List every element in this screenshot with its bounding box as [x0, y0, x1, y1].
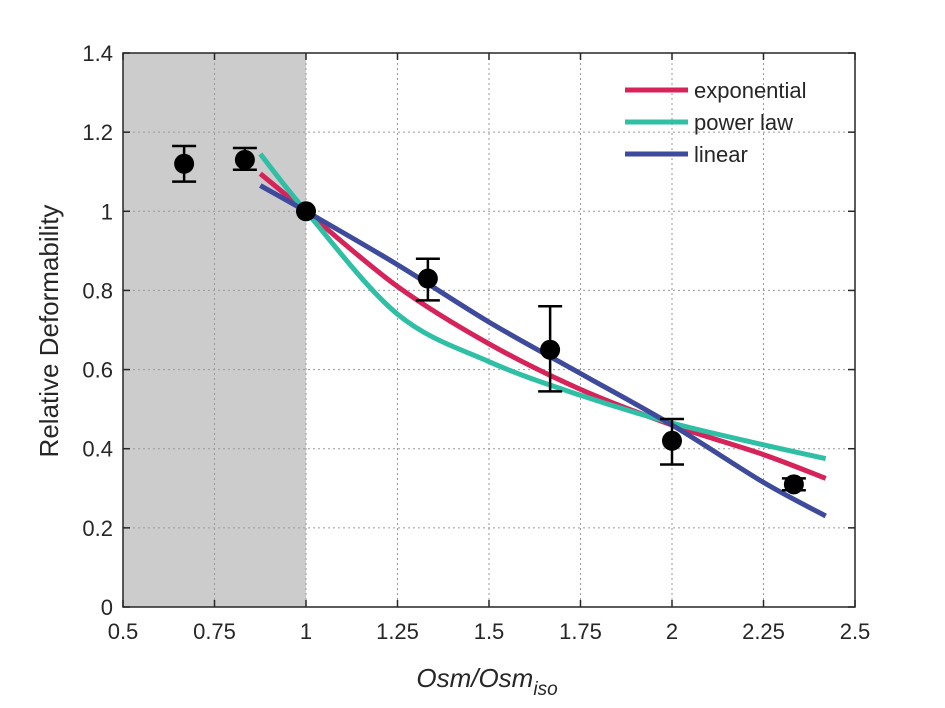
series-line-exponential: [258, 171, 827, 481]
legend-label-power-law: power law: [694, 110, 793, 135]
data-point: [234, 149, 255, 170]
data-point: [662, 430, 682, 451]
series-line-linear: [259, 183, 827, 519]
data-point: [174, 153, 195, 174]
y-tick-label: 1.2: [82, 120, 113, 145]
x-tick-label: 2: [666, 619, 678, 644]
series-line-power-law: [258, 152, 827, 462]
x-axis-label: Osm/Osmiso: [416, 663, 557, 700]
fit-curves: [258, 152, 827, 519]
x-axis-label-main: Osm/Osm: [416, 663, 533, 693]
x-tick-label: 0.5: [108, 619, 139, 644]
data-point: [540, 339, 561, 360]
data-point: [783, 474, 804, 495]
x-tick-label: 0.75: [193, 619, 236, 644]
grid: [123, 53, 855, 607]
data-point: [417, 268, 438, 289]
y-tick-label: 0.2: [82, 516, 113, 541]
x-tick-label: 2.5: [840, 619, 871, 644]
x-tick-label: 1.25: [376, 619, 419, 644]
y-axis-label: Relative Deformability: [34, 205, 64, 458]
y-tick-label: 0.4: [82, 437, 113, 462]
x-tick-label: 1: [300, 619, 312, 644]
y-tick-label: 0: [101, 595, 113, 620]
y-tick-label: 0.8: [82, 278, 113, 303]
x-axis-label-subscript: iso: [533, 679, 557, 700]
data-points: [172, 144, 806, 495]
y-tick-labels: 0 0.2 0.4 0.6 0.8 1 1.2 1.4: [82, 41, 113, 620]
x-tick-label: 1.5: [474, 619, 505, 644]
y-tick-label: 1.4: [82, 41, 113, 66]
legend-label-exponential: exponential: [694, 78, 807, 103]
x-tick-label: 1.75: [559, 619, 602, 644]
y-tick-label: 1: [101, 199, 113, 224]
y-tick-label: 0.6: [82, 358, 113, 383]
legend: exponential power law linear: [625, 78, 807, 167]
data-point: [296, 201, 316, 222]
legend-label-linear: linear: [694, 142, 748, 167]
x-tick-labels: 0.5 0.75 1 1.25 1.5 1.75 2 2.25 2.5: [108, 619, 871, 644]
x-tick-label: 2.25: [742, 619, 785, 644]
axes-frame: [122, 52, 856, 608]
